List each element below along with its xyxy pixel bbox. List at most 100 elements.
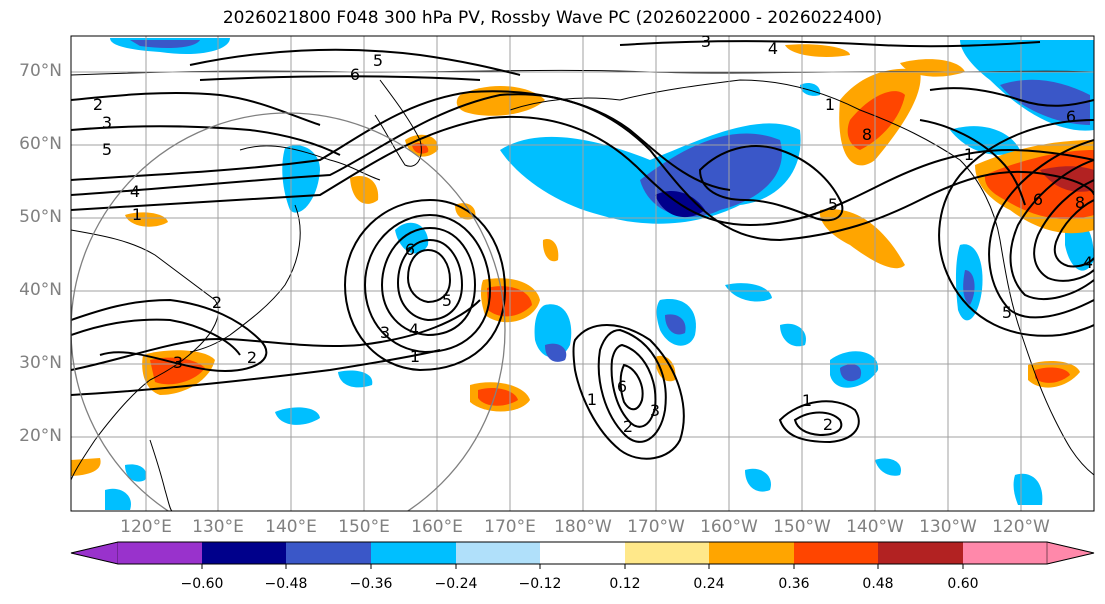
contour-label: 1 [825, 95, 835, 114]
lon-label: 150°E [338, 517, 390, 537]
colorbar-tick-label: 0.36 [778, 576, 810, 592]
contour-low-1 [71, 349, 441, 396]
colorbar-tick-label: 0.60 [947, 576, 979, 592]
colorbar-segment [540, 542, 625, 564]
colorbar-segment [878, 542, 963, 564]
lon-label: 120°E [120, 517, 172, 537]
lon-label: 150°W [773, 517, 831, 537]
colorbar-tick-label: 0.12 [609, 576, 641, 592]
lat-label: 40°N [19, 280, 62, 300]
contour-top-right [619, 40, 1041, 48]
contour-label: 6 [1066, 107, 1076, 126]
contour-label: 5 [828, 195, 838, 214]
contour-label: 3 [650, 401, 660, 420]
negative-pv-blob-d [745, 468, 771, 492]
contour-label: 6 [617, 377, 627, 396]
contour-low-ring-3 [380, 226, 477, 337]
contour-label: 6 [405, 240, 415, 259]
contour-label: 2 [93, 95, 103, 114]
lon-label: 130°W [919, 517, 977, 537]
lon-label: 140°W [846, 517, 904, 537]
contour-mid-1 [597, 328, 667, 443]
figure-title: 2026021800 F048 300 hPa PV, Rossby Wave … [222, 8, 883, 28]
lat-label: 70°N [19, 61, 62, 81]
contour-east-trough-1 [988, 139, 1094, 319]
graticule [71, 36, 1094, 511]
contour-label: 4 [130, 182, 140, 201]
contour-label: 1 [802, 391, 812, 410]
lon-label: 160°W [700, 517, 758, 537]
negative-pv-midpacific [534, 304, 572, 358]
contour-east-alaska [919, 119, 1026, 206]
colorbar-tick-label: −0.48 [264, 576, 308, 592]
colorbar-segment [202, 542, 286, 564]
lat-label: 30°N [19, 353, 62, 373]
contour-east-trough-4 [1053, 199, 1094, 268]
contour-label: 1 [587, 390, 597, 409]
colorbar-tick-label: 0.48 [862, 576, 894, 592]
contour-mid-outer [572, 324, 685, 460]
negative-pv-east-mid [950, 126, 1020, 155]
negative-pv-blob-b [780, 323, 806, 347]
contour-label: 2 [247, 348, 257, 367]
positive-pv-blob-west-b [71, 458, 101, 476]
contour-east-outer [938, 119, 1094, 337]
negative-pv-blob-l [125, 464, 147, 482]
contour-label: 8 [1075, 193, 1085, 212]
colorbar-segment [118, 542, 202, 564]
contour-label: 2 [623, 417, 633, 436]
contour-label: 3 [102, 113, 112, 132]
colorbar-segment [794, 542, 878, 564]
colorbar-tick-label: 0.24 [693, 576, 725, 592]
contour-west-3 [71, 318, 241, 356]
lat-label: 50°N [19, 207, 62, 227]
contour-ridge-1 [71, 93, 1094, 242]
contour-label: 1 [964, 145, 974, 164]
contour-label: 8 [862, 125, 872, 144]
negative-pv-kuril [395, 222, 429, 254]
contour-label-group: 3 4 5 6 2 3 5 4 1 2 3 1 3 4 6 5 1 2 6 3 … [93, 32, 1093, 436]
lon-label: 160°E [411, 517, 463, 537]
lon-label: 130°E [192, 517, 244, 537]
contour-north-1 [71, 91, 321, 126]
lon-label: 170°E [484, 517, 536, 537]
colorbar-segment [286, 542, 371, 564]
colorbar-segment [371, 542, 456, 564]
contour-east-trough-3 [1033, 179, 1094, 282]
lat-label: 60°N [19, 134, 62, 154]
contour-label: 4 [409, 320, 419, 339]
negative-pv-midpacific-core [545, 343, 567, 362]
contour-label: 3 [173, 353, 183, 372]
contour-label: 6 [350, 65, 360, 84]
colorbar-segment [456, 542, 540, 564]
contour-alaska-low [698, 145, 844, 222]
contour-label: 2 [212, 293, 222, 312]
negative-pv-hawaii-core [665, 314, 686, 335]
contour-north-4 [199, 75, 481, 81]
contour-east-trough-2 [1009, 159, 1094, 300]
positive-pv-gulf-core [847, 91, 905, 150]
positive-pv-south-blob-core [478, 388, 518, 406]
contour-mid-3 [619, 363, 644, 411]
negative-pv-blob-c-core [840, 364, 862, 382]
positive-pv-kamchatka-core [412, 142, 429, 154]
colorbar-segment [709, 542, 794, 564]
contour-label: 4 [768, 39, 778, 58]
colorbar-extend-left [70, 541, 119, 565]
contour-east-4 [929, 87, 1094, 107]
coastline-alaska [509, 79, 1094, 476]
contour-label: 2 [823, 415, 833, 434]
colorbar-outline [70, 541, 1095, 565]
lon-label: 170°W [627, 517, 685, 537]
negative-pv-blob-j [275, 407, 320, 425]
positive-pv-blob-c [655, 355, 676, 382]
colorbar-segment [963, 542, 1047, 564]
contour-label: 4 [1083, 253, 1093, 272]
lon-label: 120°W [992, 517, 1050, 537]
lat-label: 20°N [19, 426, 62, 446]
contour-label: 5 [1002, 303, 1012, 322]
positive-pv-blob-d-core [1035, 367, 1070, 383]
contour-label: 1 [410, 347, 420, 366]
contour-low-ring-2 [363, 213, 492, 354]
